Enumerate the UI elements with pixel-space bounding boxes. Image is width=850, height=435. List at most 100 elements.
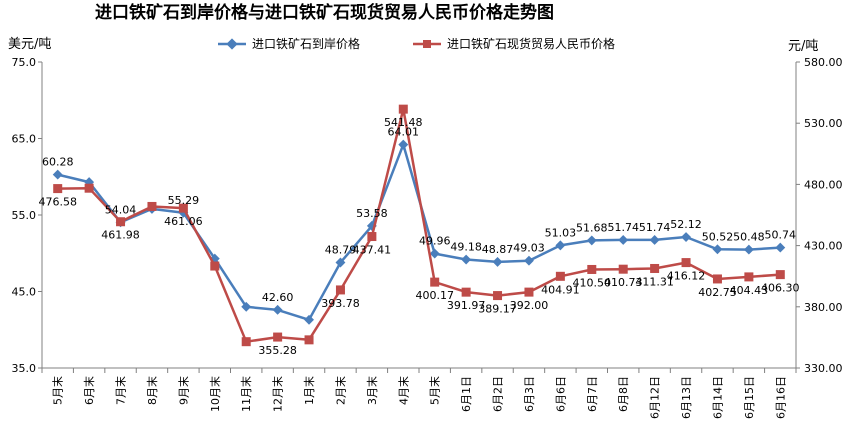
legend-item-series-1: 进口铁矿石现货贸易人民币价格 [413,36,615,51]
data-label: 411.31 [635,275,674,288]
data-label: 50.74 [765,229,797,242]
x-tick-label: 5月末 [51,376,65,405]
data-label: 392.00 [510,299,549,312]
right-tick-label: 580.00 [804,56,843,69]
x-tick-label: 6月14日 [711,376,724,419]
data-label: 55.29 [168,194,200,207]
data-point [744,272,754,282]
data-label: 51.68 [576,221,608,234]
data-point [178,203,188,213]
data-point [650,263,660,273]
data-label: 391.97 [447,299,486,312]
data-point [712,244,723,255]
legend-label: 进口铁矿石到岸价格 [252,36,360,51]
data-point [52,169,63,180]
data-point [681,258,691,268]
data-point [775,270,785,280]
legend-item-series-0: 进口铁矿石到岸价格 [218,36,360,51]
x-tick-label: 10月末 [208,376,222,412]
chart-title: 进口铁矿石到岸价格与进口铁矿石现货贸易人民币价格走势图 [95,2,554,23]
x-tick-label: 5月末 [428,376,442,405]
data-point [587,264,597,274]
x-tick-label: 6月13日 [680,376,693,419]
data-point [461,254,472,265]
x-tick-label: 11月末 [239,376,253,412]
data-label: 50.52 [702,230,734,243]
data-point [241,337,251,347]
data-point [304,335,314,345]
left-tick-label: 65.0 [12,133,37,146]
data-label: 49.18 [450,241,482,254]
x-tick-label: 4月末 [396,376,410,405]
x-tick-label: 6月7日 [586,376,599,412]
data-point [398,104,408,114]
data-point [555,271,565,281]
data-point [492,256,503,267]
data-label: 393.78 [321,297,360,310]
data-labels: 60.28 54.04 55.29 42.60 48.79 53.58 64.01 49.96… [38,116,799,357]
data-label: 404.91 [541,283,580,296]
data-label: 48.87 [482,243,514,256]
data-point [241,301,252,312]
data-label: 49.96 [419,235,451,248]
data-point [586,235,597,246]
data-label: 406.30 [761,282,800,295]
data-point [524,255,534,266]
data-label: 404.43 [730,284,769,297]
data-label: 42.60 [262,291,294,304]
data-point [430,277,440,287]
data-point [524,287,534,297]
data-point [649,234,660,245]
data-label: 410.73 [604,276,643,289]
right-tick-label: 330.00 [804,362,843,375]
data-point [461,287,471,297]
data-label: 476.58 [38,196,77,209]
data-point [53,184,63,194]
series-layer [52,104,786,347]
data-point [147,201,157,211]
data-point [743,244,754,255]
left-tick-label: 45.0 [12,286,37,299]
data-point [335,285,345,295]
data-point [398,139,409,150]
data-label: 541.48 [384,116,423,129]
data-point [618,234,629,245]
data-point [272,304,283,315]
data-point [712,274,722,284]
data-label: 53.58 [356,207,388,220]
data-point [493,291,503,301]
x-tick-labels: 5月末 6月末 7月末 8月末 9月末 10月末 11月末 12月末 1月末 2月末 3月末 4月末 5… [51,376,788,419]
axes: 35.0 45.0 55.0 65.0 75.0 330.00 380.00 430.00 48… [12,56,843,375]
data-label: 355.28 [258,344,297,357]
data-label: 51.74 [639,221,671,234]
x-tick-label: 2月末 [333,376,347,405]
x-tick-label: 6月8日 [617,376,630,412]
legend: 进口铁矿石到岸价格 进口铁矿石现货贸易人民币价格 [218,36,615,51]
data-point [84,183,94,193]
data-label: 400.17 [415,289,454,302]
right-axis-unit: 元/吨 [788,39,818,54]
legend-swatch-marker [423,40,431,48]
data-label: 51.03 [545,226,577,239]
left-tick-label: 55.0 [12,209,37,222]
right-tick-label: 380.00 [804,301,843,314]
x-tick-label: 1月末 [302,376,316,405]
x-tick-label: 6月末 [82,376,96,405]
x-tick-label: 6月3日 [523,376,536,412]
data-label: 410.50 [573,276,612,289]
x-tick-label: 6月1日 [460,376,473,412]
data-point [116,217,126,227]
data-point [429,248,440,259]
data-point [618,264,628,274]
legend-swatch-marker [226,38,238,50]
x-tick-label: 9月末 [176,376,190,405]
data-label: 416.12 [667,270,706,283]
data-point [210,261,220,271]
right-tick-label: 430.00 [804,240,843,253]
data-label: 48.79 [325,244,357,257]
data-point [304,314,314,325]
series-line-1 [57,107,781,343]
x-tick-label: 6月16日 [774,376,787,419]
data-label: 52.12 [670,218,702,231]
